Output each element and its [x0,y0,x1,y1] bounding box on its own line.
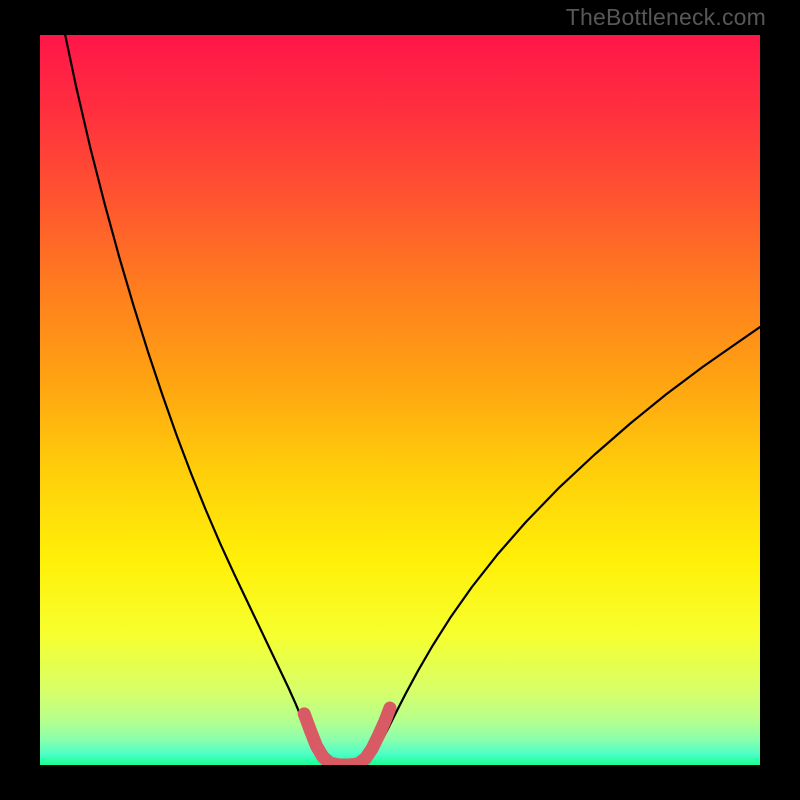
gradient-background [40,35,760,765]
chart-plot-area [40,35,760,765]
chart-svg [40,35,760,765]
watermark-text: TheBottleneck.com [566,4,766,31]
